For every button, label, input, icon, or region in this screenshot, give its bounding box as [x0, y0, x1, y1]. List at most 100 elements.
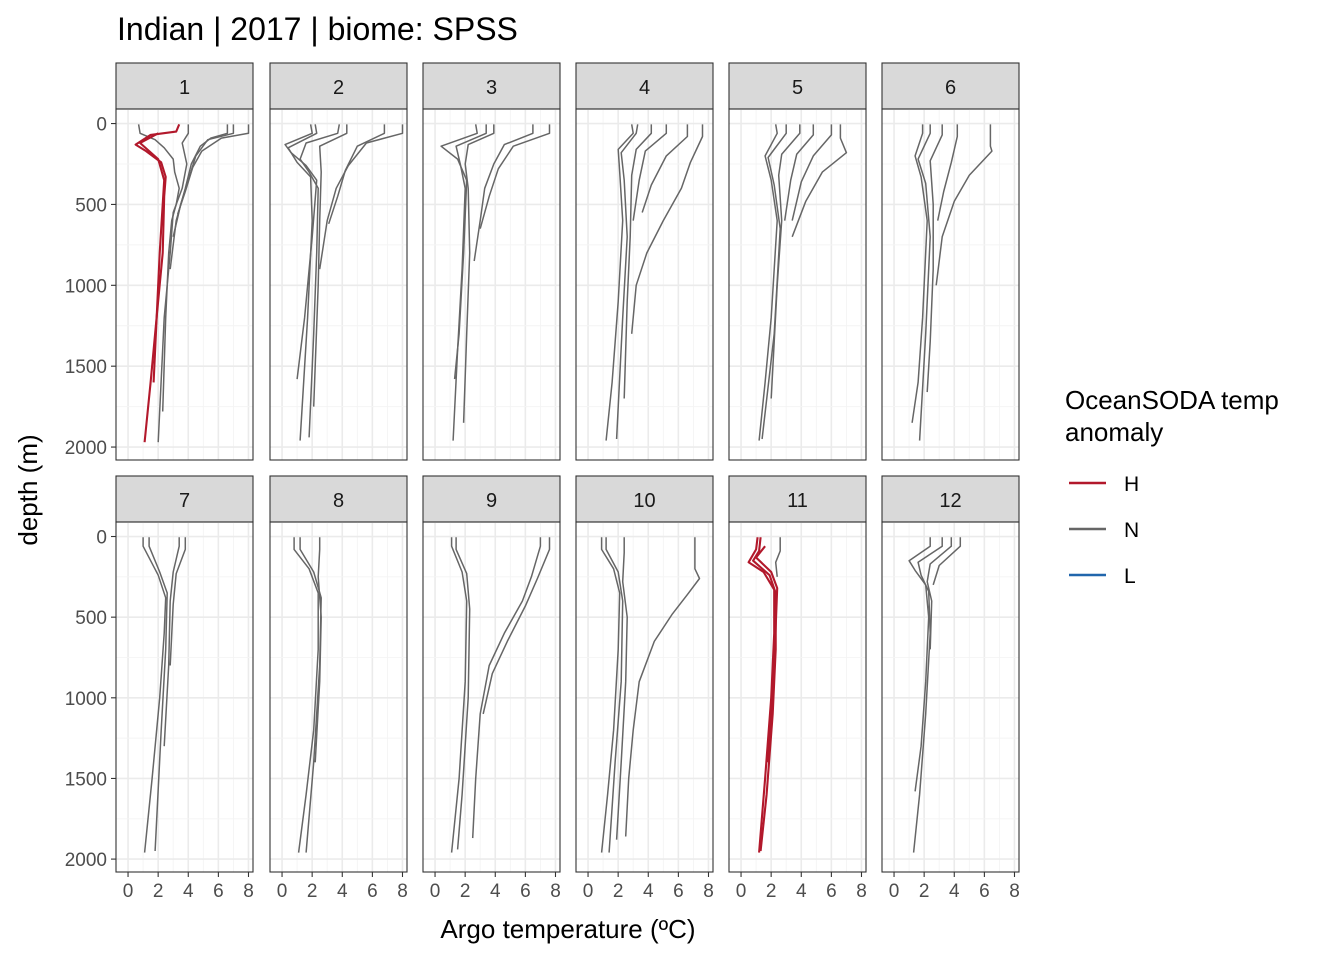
x-tick-label: 4 — [796, 881, 807, 902]
profile-line-n — [917, 124, 931, 441]
y-tick-label: 1500 — [65, 769, 107, 790]
x-tick-label: 8 — [243, 881, 254, 902]
profile-line-n — [615, 537, 628, 840]
profile-line-n — [157, 124, 190, 443]
x-tick-label: 2 — [153, 881, 164, 902]
facet-strip — [728, 475, 867, 523]
profile-line-n — [908, 537, 931, 792]
facet-strip-label: 3 — [486, 77, 497, 99]
profile-line-n — [623, 124, 653, 399]
facet-panel-10: 10 0 2 4 6 8 — [575, 475, 714, 902]
x-axis-title: Argo temperature (ºC) — [440, 914, 695, 944]
facet-strip — [881, 475, 1020, 523]
profile-line-n — [327, 124, 386, 225]
profile-line-h — [139, 132, 166, 383]
profile-line-n — [450, 537, 468, 853]
facet-strip-label: 1 — [179, 77, 190, 99]
profile-line-n — [783, 124, 815, 221]
profile-line-n — [641, 124, 689, 213]
profile-line-h — [755, 545, 779, 763]
facet-strip-label: 7 — [179, 490, 190, 512]
y-tick-label: 1000 — [65, 689, 107, 710]
profile-line-n — [600, 537, 621, 853]
profile-line-n — [926, 124, 943, 393]
profile-line-n — [142, 537, 167, 853]
profile-line-n — [314, 537, 322, 763]
profile-line-n — [455, 537, 471, 850]
panel-border — [269, 521, 408, 873]
y-tick-label: 0 — [96, 115, 107, 136]
facet-strip-label: 12 — [939, 490, 961, 512]
panel-grid — [729, 522, 866, 872]
panel-grid — [116, 109, 253, 460]
profile-line-n — [137, 124, 180, 412]
panel-border — [575, 521, 714, 873]
profile-line-n — [299, 124, 341, 438]
profile-line-n — [758, 124, 778, 441]
x-tick-label: 8 — [856, 881, 867, 902]
x-tick-label: 2 — [307, 881, 318, 902]
profile-line-n — [482, 537, 551, 715]
legend-entry-n: N — [1069, 519, 1139, 542]
x-tick-label: 2 — [919, 881, 930, 902]
panel-border — [115, 108, 254, 461]
x-tick-label: 4 — [490, 881, 501, 902]
x-tick-label: 8 — [1009, 881, 1020, 902]
facet-strip — [422, 62, 561, 110]
profile-line-n — [774, 537, 781, 577]
panel-grid — [729, 109, 866, 460]
x-tick-label: 8 — [397, 881, 408, 902]
panel-grid — [116, 522, 253, 872]
x-tick-label: 4 — [337, 881, 348, 902]
facet-strip — [422, 475, 561, 523]
profile-line-n — [473, 124, 534, 262]
panel-grid — [270, 109, 407, 460]
facet-panel-6: 6 — [881, 62, 1020, 461]
facet-strip-label: 6 — [945, 77, 956, 99]
profile-line-n — [791, 124, 833, 221]
profile-line-n — [605, 124, 634, 441]
legend-title-line-2: anomaly — [1065, 417, 1163, 447]
profile-line-h — [752, 537, 777, 852]
profile-line-n — [615, 124, 639, 440]
y-tick-label: 0 — [96, 528, 107, 549]
y-tick-label: 2000 — [65, 850, 107, 871]
panel-border — [115, 521, 254, 873]
panel-border — [422, 521, 561, 873]
y-tick-label: 1500 — [65, 357, 107, 378]
profile-line-n — [932, 537, 962, 586]
x-tick-label: 2 — [766, 881, 777, 902]
profile-line-n — [936, 124, 959, 221]
x-tick-label: 4 — [949, 881, 960, 902]
x-tick-label: 6 — [826, 881, 837, 902]
profile-line-n — [312, 124, 348, 407]
facet-strip — [575, 62, 714, 110]
panel-border — [269, 108, 408, 461]
y-tick-label: 1000 — [65, 276, 107, 297]
profile-line-n — [318, 124, 404, 270]
profile-line-n — [479, 124, 551, 229]
profile-line-n — [462, 124, 495, 423]
panel-border — [728, 108, 867, 461]
x-tick-label: 8 — [703, 881, 714, 902]
facet-panel-1: 1 0 500 1000 1500 2000 — [65, 62, 254, 461]
facet-strip — [269, 62, 408, 110]
x-tick-label: 0 — [736, 881, 747, 902]
legend-label: H — [1124, 473, 1139, 496]
facet-strip-label: 11 — [787, 490, 808, 512]
facet-panel-8: 80 2 4 6 8 — [269, 475, 408, 902]
profile-line-n — [287, 124, 318, 441]
x-tick-label: 4 — [183, 881, 194, 902]
facet-strip-label: 5 — [792, 77, 803, 99]
panel-grid — [882, 522, 1019, 872]
facet-panel-2: 2 — [269, 62, 408, 461]
chart-title: Indian | 2017 | biome: SPSS — [117, 11, 518, 47]
facet-strip-label: 10 — [633, 490, 655, 512]
facet-strip — [728, 62, 867, 110]
facet-panel-4: 4 — [575, 62, 714, 461]
profile-line-n — [452, 124, 487, 441]
profile-line-n — [605, 537, 624, 853]
facet-strip — [575, 475, 714, 523]
